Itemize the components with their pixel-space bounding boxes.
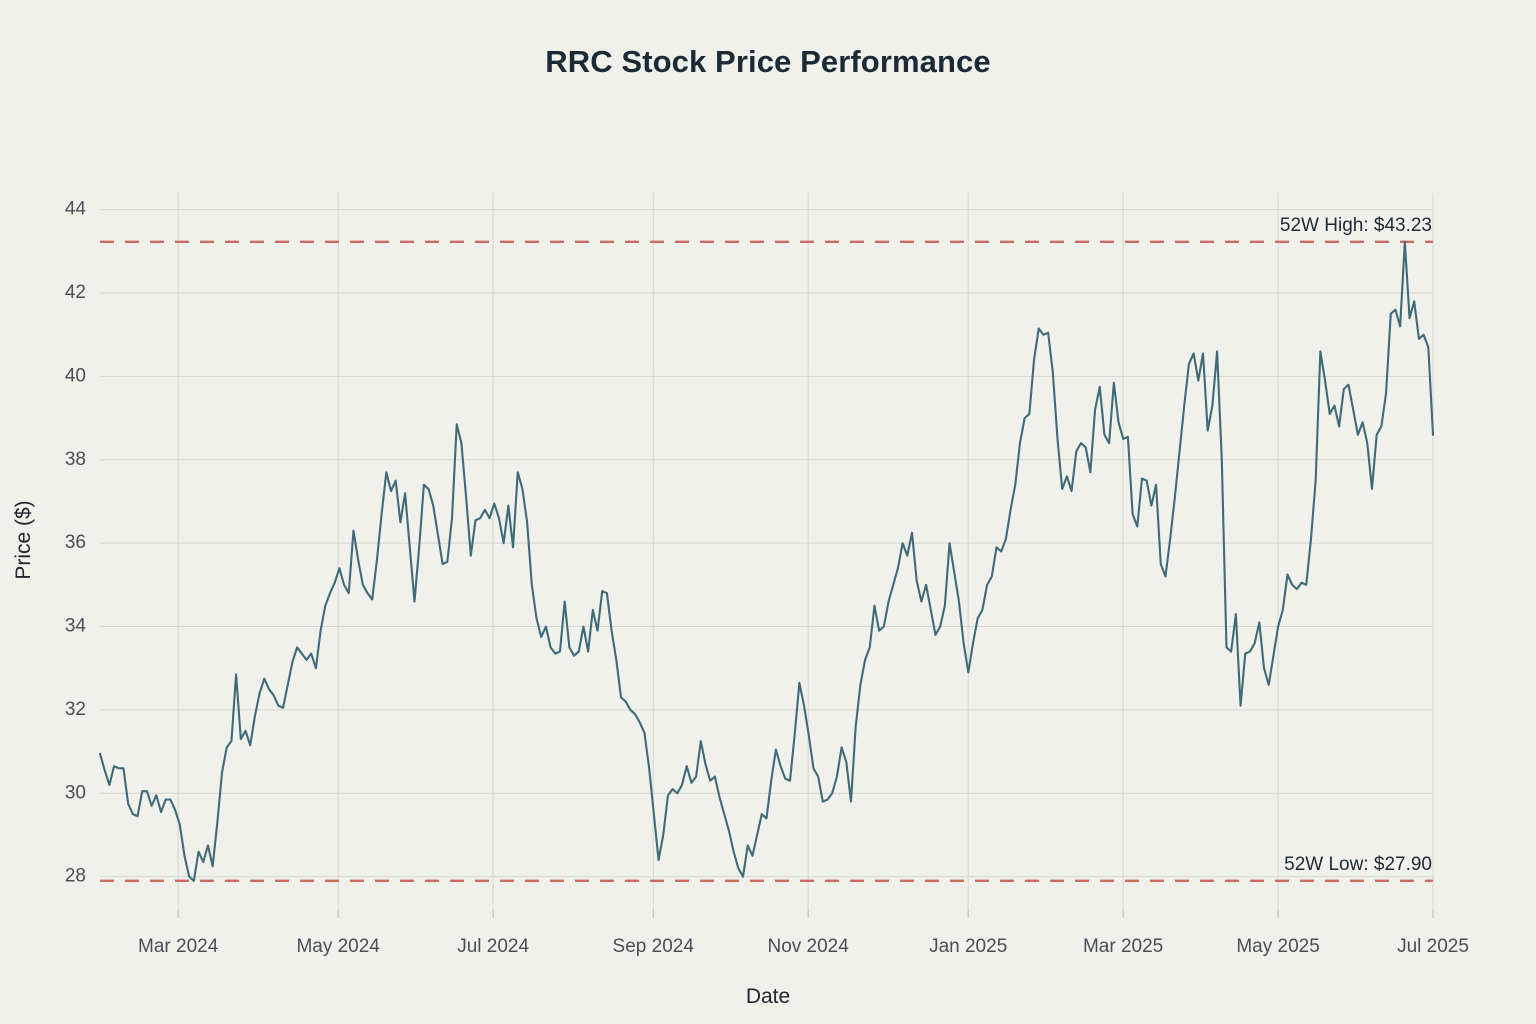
y-axis-ticks: 28 30 32 34 36 38 40 42 44 bbox=[65, 199, 87, 887]
x-axis-tick-label: Jan 2025 bbox=[929, 936, 1007, 957]
y-axis-tick-label: 38 bbox=[65, 449, 86, 470]
y-axis-tick-label: 42 bbox=[65, 282, 86, 303]
x-axis-tick-label: May 2024 bbox=[296, 936, 380, 957]
reference-lines bbox=[100, 240, 1433, 883]
y-axis-tick-label: 44 bbox=[65, 199, 87, 220]
y-axis-tick-label: 34 bbox=[65, 616, 87, 637]
x-axis-tick-label: Nov 2024 bbox=[767, 936, 849, 957]
y-axis-tick-label: 36 bbox=[65, 532, 86, 553]
gridlines bbox=[100, 193, 1434, 910]
x-axis-tick-label: May 2025 bbox=[1236, 936, 1319, 957]
page-title: RRC Stock Price Performance bbox=[545, 44, 991, 79]
y-axis-tick-label: 30 bbox=[65, 782, 86, 803]
x-axis-ticks: Mar 2024 May 2024 Jul 2024 Sep 2024 Nov 2024… bbox=[138, 910, 1469, 957]
x-axis-label: Date bbox=[746, 985, 790, 1008]
x-axis-tick-label: Jul 2025 bbox=[1397, 936, 1469, 957]
x-axis-tick-label: Mar 2024 bbox=[138, 936, 219, 957]
y-axis-label: Price ($) bbox=[12, 500, 35, 579]
y-axis-tick-label: 32 bbox=[65, 699, 86, 720]
annotation-52w-low: 52W Low: $27.90 bbox=[1284, 854, 1432, 875]
x-axis-tick-label: Jul 2024 bbox=[457, 936, 529, 957]
y-axis-tick-label: 40 bbox=[65, 365, 86, 386]
x-axis-tick-label: Sep 2024 bbox=[613, 936, 695, 957]
annotation-52w-high: 52W High: $43.23 bbox=[1280, 215, 1432, 236]
x-axis-tick-label: Mar 2025 bbox=[1083, 936, 1163, 957]
price-series-line bbox=[98, 240, 1435, 882]
y-axis-tick-label: 28 bbox=[65, 866, 86, 887]
